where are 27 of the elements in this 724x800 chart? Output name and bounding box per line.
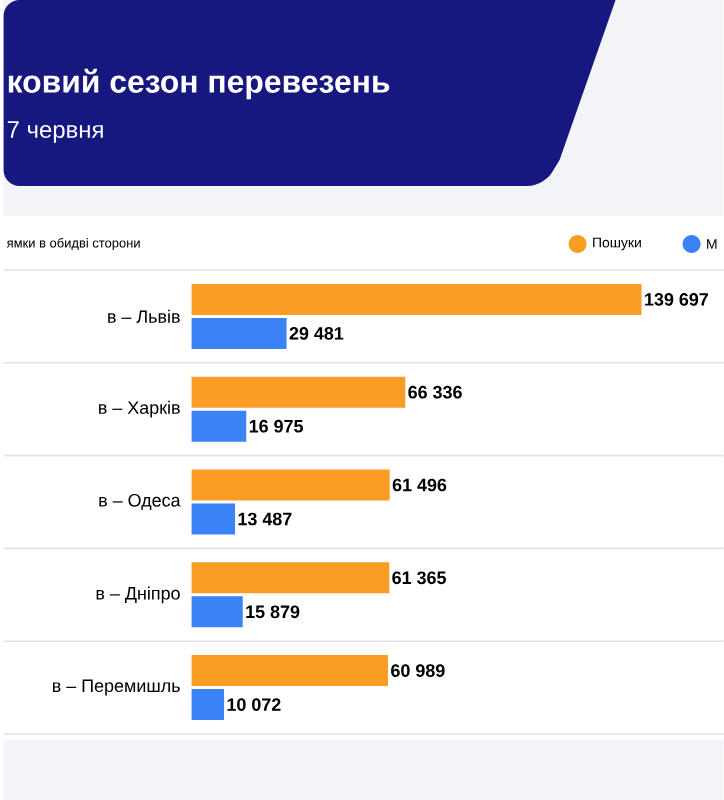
data-label: 13 487 [238, 512, 292, 526]
chart-subtitle: 7 червня [7, 121, 103, 143]
bar [191, 503, 235, 535]
data-label: 15 879 [246, 605, 300, 619]
bar [191, 655, 388, 687]
y-tick-label: в – Львів [108, 309, 180, 323]
bar [191, 283, 642, 315]
y-tick-label: в – Харків [98, 400, 180, 418]
bar [191, 410, 247, 442]
data-label: 66 336 [408, 385, 462, 399]
data-label: 16 975 [249, 419, 303, 433]
bar [191, 469, 390, 501]
bar [191, 376, 406, 408]
data-label: 61 365 [392, 571, 446, 585]
data-label: 60 989 [390, 664, 445, 677]
data-label: 139 697 [644, 293, 708, 306]
data-label: 29 481 [289, 327, 344, 340]
bar [191, 562, 390, 594]
bar [191, 596, 243, 628]
bar [191, 317, 287, 349]
y-tick-label: в – Перемишль [52, 679, 180, 696]
bar [191, 689, 224, 721]
chart-title: ковий сезон перевезень [8, 68, 390, 100]
y-tick-label: в – Дніпро [96, 586, 180, 604]
data-label: 61 496 [392, 478, 447, 492]
data-label: 10 072 [227, 698, 281, 711]
y-tick-label: в – Одеса [99, 493, 181, 511]
